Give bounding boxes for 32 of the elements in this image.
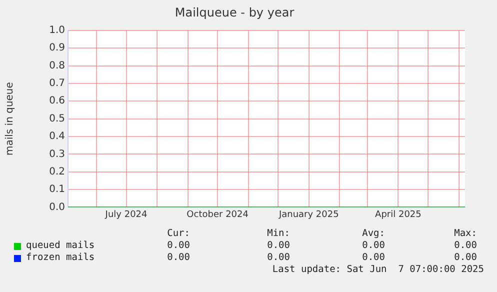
y-tick-label: 0.6 — [49, 96, 65, 107]
y-axis-title: mails in queue — [4, 82, 16, 156]
y-tick-label: 0.9 — [49, 42, 65, 54]
y-tick-label: 0.8 — [49, 60, 65, 72]
text: Min: — [267, 228, 290, 239]
y-tick-label: 0.1 — [49, 184, 65, 196]
text: 0.00 — [362, 252, 385, 263]
chart-title: Mailqueue - by year — [174, 5, 294, 20]
x-tick-label: October 2024 — [186, 210, 249, 220]
text: 0.00 — [362, 240, 385, 251]
x-tick-label: April 2025 — [375, 210, 422, 220]
text: 0.00 — [267, 240, 290, 251]
text: Avg: — [362, 228, 385, 239]
text: 0.00 — [454, 252, 477, 263]
legend-label: frozen mails — [26, 252, 95, 263]
text: 0.00 — [267, 252, 290, 263]
x-tick-label: January 2025 — [278, 210, 339, 220]
x-tick-label: July 2024 — [104, 210, 148, 220]
y-tick-label: 1.0 — [49, 24, 65, 36]
text: 0.00 — [454, 240, 477, 251]
text: Cur: — [167, 228, 190, 239]
y-tick-label: 0.0 — [49, 202, 65, 213]
text: 0.00 — [167, 240, 190, 251]
y-tick-label: 0.7 — [49, 78, 65, 90]
y-tick-label: 0.2 — [49, 166, 65, 178]
y-tick-label: 0.5 — [49, 113, 65, 124]
y-tick-label: 0.3 — [49, 148, 65, 160]
text: Last update: Sat Jun 7 07:00:00 2025 — [272, 264, 484, 275]
legend-label: queued mails — [26, 240, 95, 251]
y-tick-label: 0.4 — [49, 131, 65, 142]
text: Max: — [454, 228, 477, 239]
text: 0.00 — [167, 252, 190, 263]
